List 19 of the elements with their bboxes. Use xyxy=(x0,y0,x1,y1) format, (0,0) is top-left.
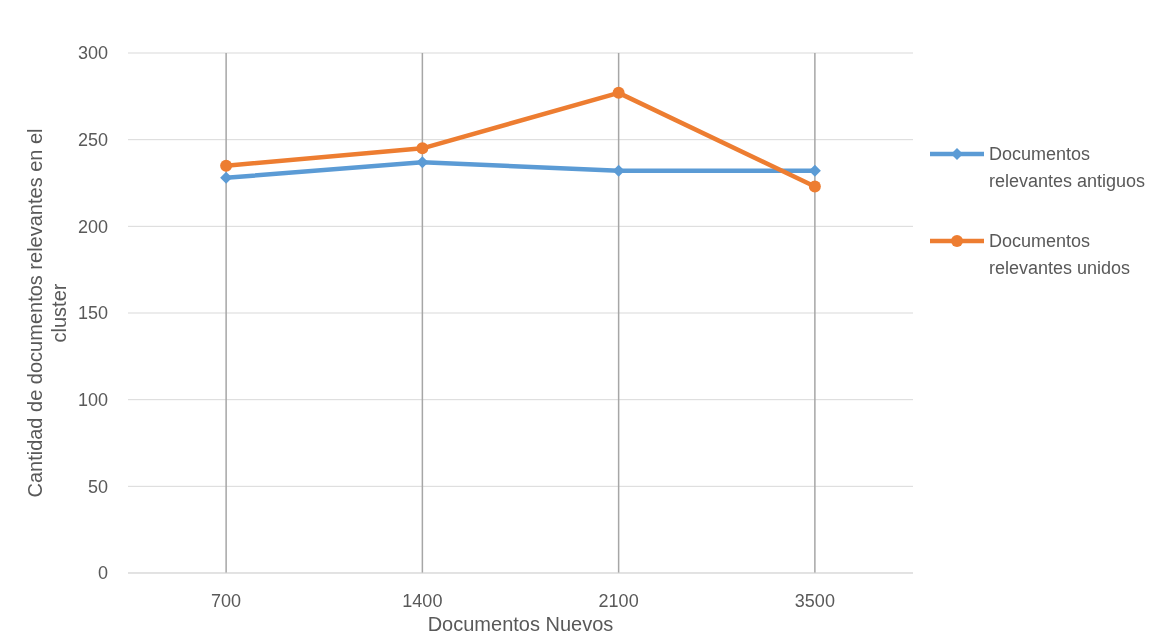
x-tick-label: 2100 xyxy=(598,591,639,611)
point xyxy=(808,180,821,193)
y-tick-label: 300 xyxy=(77,43,108,64)
x-axis-title: Documentos Nuevos xyxy=(427,613,614,635)
y-tick-label: 50 xyxy=(87,476,108,497)
point xyxy=(220,159,233,172)
legend-label: Documentos relevantes antiguos xyxy=(989,144,1146,192)
legend-label: Documentos relevantes unidos xyxy=(989,231,1131,279)
y-tick-label: 0 xyxy=(97,563,108,584)
y-tick-label: 250 xyxy=(77,129,108,150)
y-tick-label: 200 xyxy=(77,216,108,237)
y-axis-title: Cantidad de documentos relevantes en el cluster xyxy=(24,128,70,498)
x-tick-label: 700 xyxy=(211,591,242,611)
y-tick-label: 100 xyxy=(77,389,108,410)
point xyxy=(416,142,429,155)
y-tick-label: 150 xyxy=(77,303,108,324)
x-tick-label: 3500 xyxy=(794,591,835,611)
x-tick-label: 1400 xyxy=(402,591,443,611)
point xyxy=(612,86,625,99)
